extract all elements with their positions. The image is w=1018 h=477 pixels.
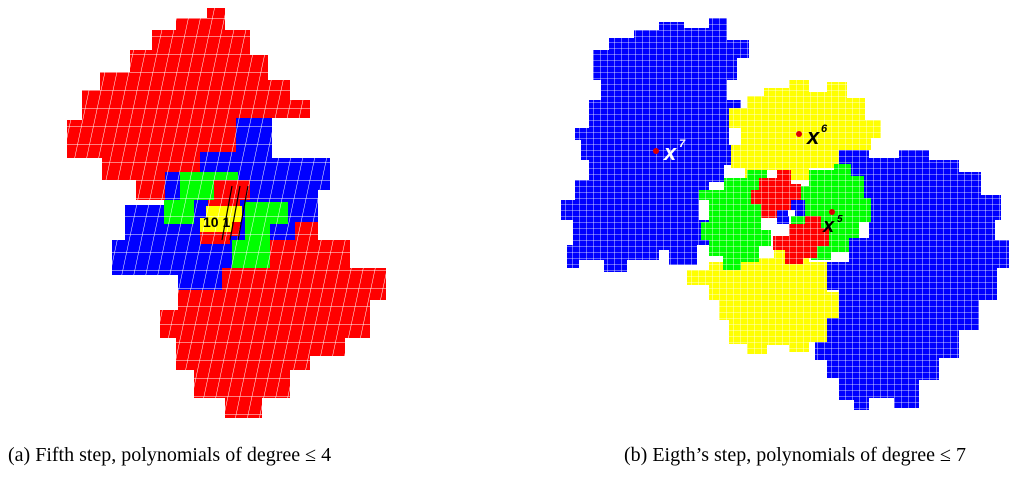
label-x5: x [822, 215, 835, 237]
figure-a-tiling: 10 1 [60, 0, 400, 425]
label-x6-exponent: 6 [821, 123, 828, 135]
center-diagonal-lines [221, 185, 249, 241]
figure-b-tiling: x 7 x 6 x 5 [509, 0, 1018, 430]
caption-b: (b) Eigth’s step, polynomials of degree … [624, 444, 967, 466]
tile-grid-overlay [509, 0, 1018, 430]
point-x6 [796, 131, 802, 137]
point-x5 [829, 209, 835, 215]
label-x7: x [663, 140, 677, 165]
label-x6: x [806, 124, 820, 149]
center-label: 10 1 [203, 214, 230, 230]
tile-grid-overlay [60, 0, 400, 425]
caption-a: (a) Fifth step, polynomials of degree ≤ … [8, 444, 332, 466]
label-x7-exponent: 7 [679, 138, 686, 150]
label-x5-exponent: 5 [837, 214, 843, 225]
point-x7 [653, 148, 659, 154]
